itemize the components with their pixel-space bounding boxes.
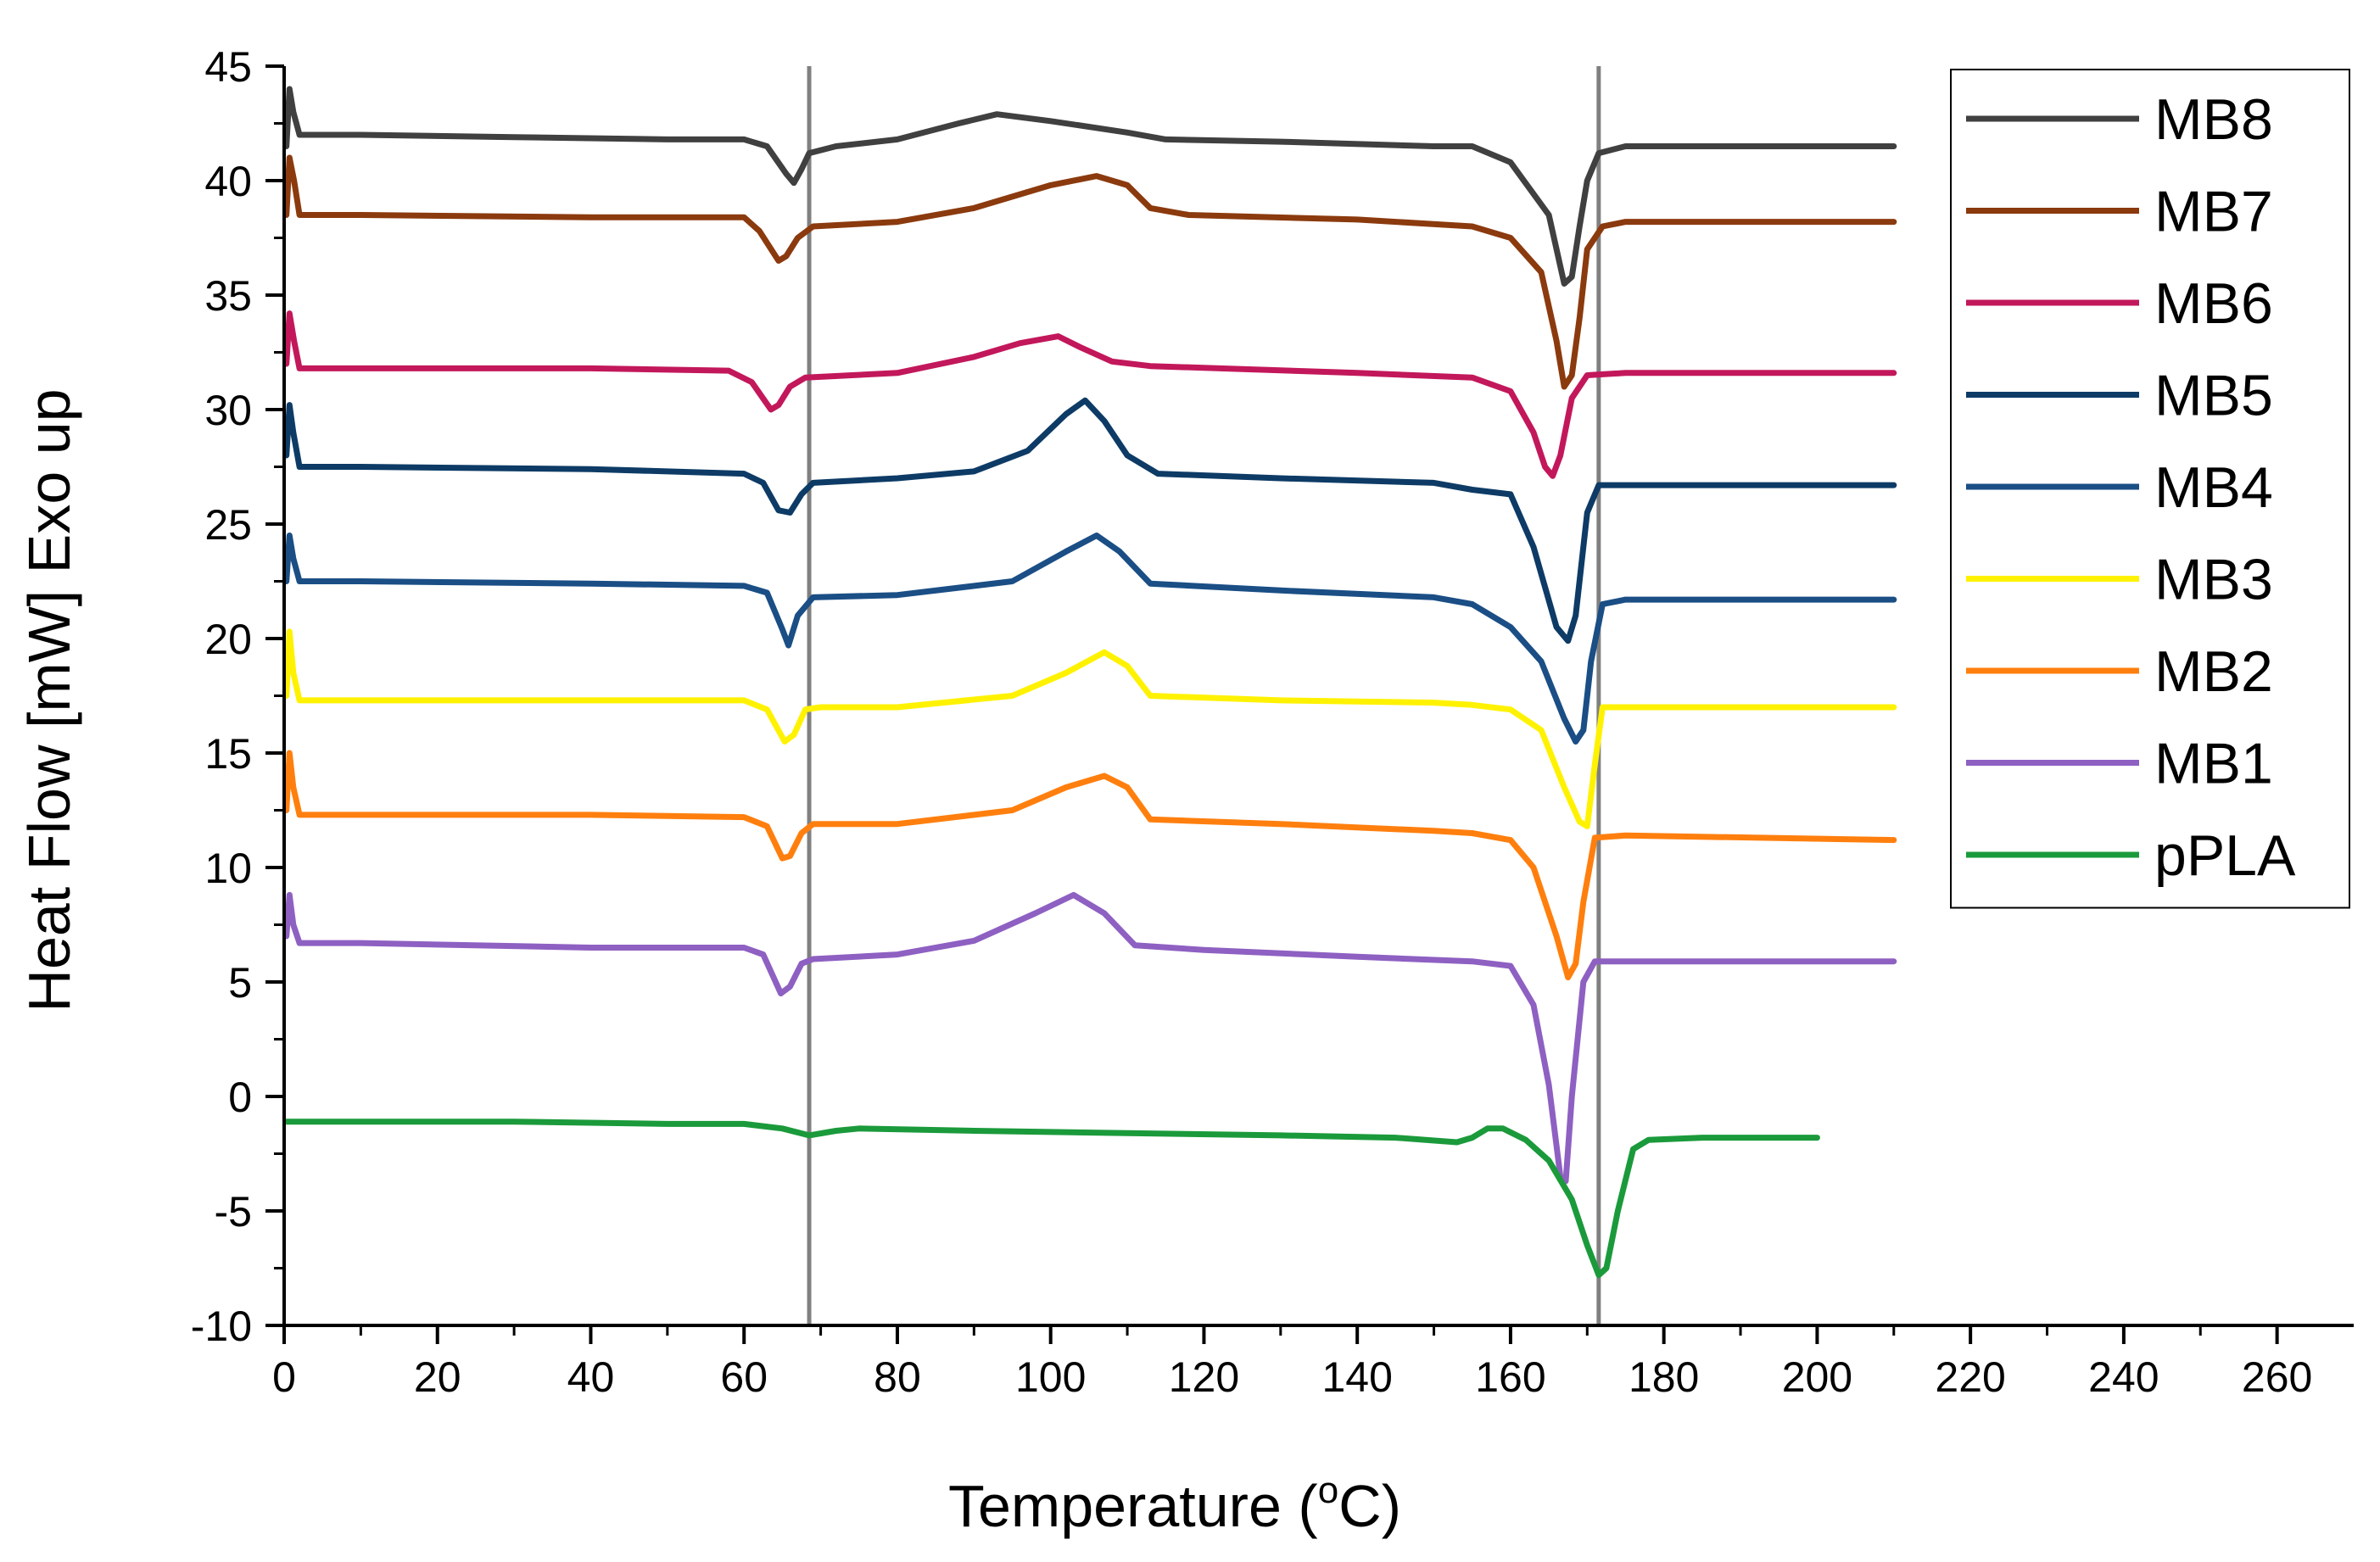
x-tick-label: 180 — [1629, 1353, 1699, 1401]
y-tick-label: 45 — [204, 43, 252, 91]
legend-label-ppla: pPLA — [2154, 823, 2296, 888]
y-axis-title: Heat Flow [mW] Exo up — [16, 388, 82, 1012]
x-tick-label: 220 — [1935, 1353, 2005, 1401]
series-line-mb5 — [283, 397, 1897, 644]
y-tick-label: 0 — [228, 1074, 252, 1121]
x-tick-label: 100 — [1015, 1353, 1086, 1401]
x-tick-label: 200 — [1782, 1353, 1852, 1401]
series-line-mb3 — [283, 628, 1897, 829]
x-tick-label: 120 — [1169, 1353, 1239, 1401]
x-tick-label: 60 — [720, 1353, 768, 1401]
legend-label-mb5: MB5 — [2154, 364, 2273, 428]
x-tick-label: 240 — [2088, 1353, 2159, 1401]
x-tick-label: 20 — [414, 1353, 461, 1401]
y-tick-label: 25 — [204, 501, 252, 549]
x-axis-title: Temperature (oC) — [948, 1470, 1401, 1539]
series-line-mb1 — [283, 891, 1897, 1185]
series-lines — [283, 86, 1897, 1279]
y-tick-label: 5 — [228, 959, 252, 1007]
legend: MB8 MB7 MB6 MB5 MB4 MB3 MB2 MB1 pPLA — [1950, 69, 2350, 909]
y-tick-label: 40 — [204, 158, 252, 205]
y-tick-label: 35 — [204, 272, 252, 320]
legend-label-mb8: MB8 — [2154, 87, 2273, 152]
y-tick-label: 10 — [204, 845, 252, 892]
y-tick-label: 30 — [204, 387, 252, 434]
series-line-mb2 — [283, 750, 1897, 981]
legend-label-mb7: MB7 — [2154, 180, 2273, 244]
x-tick-label: 40 — [567, 1353, 615, 1401]
y-tick-label: -5 — [215, 1188, 252, 1236]
y-tick-label: -10 — [191, 1303, 252, 1350]
legend-label-mb1: MB1 — [2154, 732, 2273, 796]
series-line-mb6 — [283, 310, 1897, 479]
x-tick-label: 0 — [272, 1353, 296, 1401]
legend-label-mb3: MB3 — [2154, 548, 2273, 612]
x-tick-label: 260 — [2242, 1353, 2312, 1401]
series-line-mb7 — [283, 154, 1897, 390]
legend-label-mb6: MB6 — [2154, 271, 2273, 336]
series-line-ppla — [283, 1119, 1820, 1279]
y-tick-label: 20 — [204, 616, 252, 663]
legend-label-mb4: MB4 — [2154, 455, 2273, 520]
y-tick-label: 15 — [204, 730, 252, 778]
series-line-mb8 — [283, 86, 1897, 287]
x-tick-label: 80 — [874, 1353, 921, 1401]
reference-lines — [807, 66, 1601, 1325]
legend-label-mb2: MB2 — [2154, 639, 2273, 704]
series-line-mb4 — [283, 533, 1897, 745]
x-tick-label: 160 — [1475, 1353, 1545, 1401]
x-tick-label: 140 — [1321, 1353, 1392, 1401]
axes: 0 20 40 60 80 100 120 140 160 180 200 220 240 260-10-… — [191, 43, 2354, 1401]
